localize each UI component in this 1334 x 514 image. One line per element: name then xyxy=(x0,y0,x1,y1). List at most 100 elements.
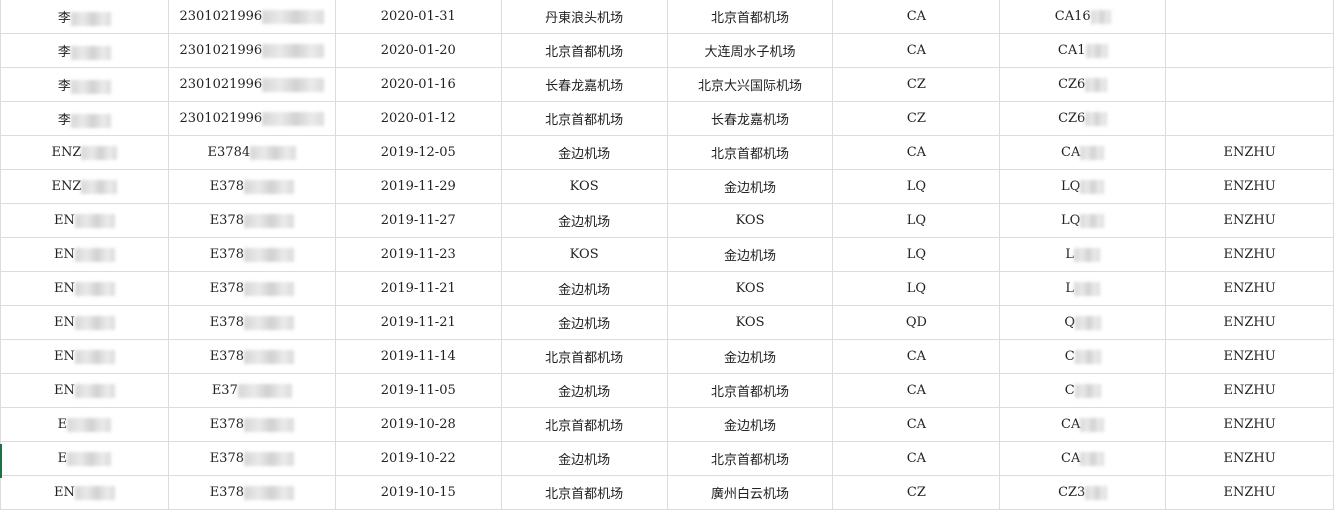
cell-name[interactable]: EN xyxy=(0,339,169,374)
cell-flight-number[interactable]: L xyxy=(999,271,1167,306)
cell-arrival-airport[interactable]: 金边机场 xyxy=(666,237,834,272)
cell-departure-airport[interactable]: 北京首都机场 xyxy=(500,339,668,374)
cell-id-number[interactable]: E378 xyxy=(167,305,336,340)
cell-date[interactable]: 2019-10-15 xyxy=(334,475,502,510)
cell-passenger[interactable]: ENZHU xyxy=(1165,135,1334,170)
cell-date[interactable]: 2020-01-31 xyxy=(334,0,502,34)
cell-date[interactable]: 2019-11-21 xyxy=(334,271,502,306)
cell-id-number[interactable]: E378 xyxy=(167,203,336,238)
cell-departure-airport[interactable]: KOS xyxy=(500,237,668,272)
cell-departure-airport[interactable]: 北京首都机场 xyxy=(500,101,668,136)
cell-flight-number[interactable]: CA xyxy=(999,407,1167,442)
cell-flight-number[interactable]: CA xyxy=(999,441,1167,476)
cell-passenger[interactable]: ENZHU xyxy=(1165,169,1334,204)
cell-passenger[interactable] xyxy=(1165,101,1334,136)
cell-id-number[interactable]: E378 xyxy=(167,271,336,306)
cell-date[interactable]: 2020-01-12 xyxy=(334,101,502,136)
cell-name[interactable]: EN xyxy=(0,271,169,306)
cell-passenger[interactable] xyxy=(1165,0,1334,34)
cell-id-number[interactable]: 2301021996 xyxy=(167,33,336,68)
cell-flight-number[interactable]: LQ xyxy=(999,203,1167,238)
cell-airline[interactable]: CA xyxy=(832,441,1001,476)
cell-name[interactable]: ENZ xyxy=(0,135,169,170)
cell-departure-airport[interactable]: 丹東浪头机场 xyxy=(500,0,668,34)
cell-date[interactable]: 2019-10-28 xyxy=(334,407,502,442)
cell-id-number[interactable]: E378 xyxy=(167,339,336,374)
cell-departure-airport[interactable]: 金边机场 xyxy=(500,441,668,476)
cell-id-number[interactable]: E3784 xyxy=(167,135,336,170)
cell-departure-airport[interactable]: 北京首都机场 xyxy=(500,475,668,510)
cell-flight-number[interactable]: L xyxy=(999,237,1167,272)
cell-flight-number[interactable]: CZ3 xyxy=(999,475,1167,510)
cell-departure-airport[interactable]: 北京首都机场 xyxy=(500,33,668,68)
cell-airline[interactable]: CA xyxy=(832,339,1001,374)
cell-flight-number[interactable]: CA xyxy=(999,135,1167,170)
cell-departure-airport[interactable]: KOS xyxy=(500,169,668,204)
cell-passenger[interactable] xyxy=(1165,67,1334,102)
cell-departure-airport[interactable]: 金边机场 xyxy=(500,305,668,340)
cell-departure-airport[interactable]: 北京首都机场 xyxy=(500,407,668,442)
cell-airline[interactable]: CZ xyxy=(832,101,1001,136)
cell-date[interactable]: 2019-12-05 xyxy=(334,135,502,170)
cell-departure-airport[interactable]: 金边机场 xyxy=(500,203,668,238)
cell-arrival-airport[interactable]: 北京首都机场 xyxy=(666,0,834,34)
cell-id-number[interactable]: E378 xyxy=(167,237,336,272)
cell-date[interactable]: 2019-11-14 xyxy=(334,339,502,374)
cell-flight-number[interactable]: CZ6 xyxy=(999,101,1167,136)
cell-airline[interactable]: LQ xyxy=(832,271,1001,306)
cell-date[interactable]: 2019-11-27 xyxy=(334,203,502,238)
cell-airline[interactable]: LQ xyxy=(832,237,1001,272)
cell-airline[interactable]: CA xyxy=(832,0,1001,34)
cell-date[interactable]: 2019-10-22 xyxy=(334,441,502,476)
cell-date[interactable]: 2020-01-16 xyxy=(334,67,502,102)
cell-arrival-airport[interactable]: 廣州白云机场 xyxy=(666,475,834,510)
cell-name[interactable]: EN xyxy=(0,237,169,272)
cell-airline[interactable]: LQ xyxy=(832,169,1001,204)
cell-flight-number[interactable]: CA16 xyxy=(999,0,1167,34)
cell-passenger[interactable]: ENZHU xyxy=(1165,441,1334,476)
cell-airline[interactable]: CA xyxy=(832,135,1001,170)
cell-date[interactable]: 2019-11-21 xyxy=(334,305,502,340)
cell-id-number[interactable]: E378 xyxy=(167,169,336,204)
cell-passenger[interactable] xyxy=(1165,33,1334,68)
cell-name[interactable]: E xyxy=(0,441,169,476)
cell-arrival-airport[interactable]: 金边机场 xyxy=(666,339,834,374)
cell-id-number[interactable]: E37 xyxy=(167,373,336,408)
cell-passenger[interactable]: ENZHU xyxy=(1165,237,1334,272)
cell-name[interactable]: EN xyxy=(0,373,169,408)
cell-date[interactable]: 2020-01-20 xyxy=(334,33,502,68)
cell-airline[interactable]: CZ xyxy=(832,475,1001,510)
cell-flight-number[interactable]: LQ xyxy=(999,169,1167,204)
cell-date[interactable]: 2019-11-05 xyxy=(334,373,502,408)
cell-departure-airport[interactable]: 金边机场 xyxy=(500,271,668,306)
cell-id-number[interactable]: E378 xyxy=(167,407,336,442)
cell-flight-number[interactable]: C xyxy=(999,339,1167,374)
cell-passenger[interactable]: ENZHU xyxy=(1165,407,1334,442)
cell-arrival-airport[interactable]: 北京首都机场 xyxy=(666,441,834,476)
cell-arrival-airport[interactable]: 北京首都机场 xyxy=(666,135,834,170)
cell-arrival-airport[interactable]: 大连周水子机场 xyxy=(666,33,834,68)
cell-flight-number[interactable]: Q xyxy=(999,305,1167,340)
cell-airline[interactable]: CZ xyxy=(832,67,1001,102)
cell-passenger[interactable]: ENZHU xyxy=(1165,305,1334,340)
cell-airline[interactable]: QD xyxy=(832,305,1001,340)
cell-airline[interactable]: LQ xyxy=(832,203,1001,238)
cell-arrival-airport[interactable]: 北京首都机场 xyxy=(666,373,834,408)
cell-date[interactable]: 2019-11-23 xyxy=(334,237,502,272)
cell-id-number[interactable]: 2301021996 xyxy=(167,0,336,34)
cell-passenger[interactable]: ENZHU xyxy=(1165,271,1334,306)
cell-flight-number[interactable]: CZ6 xyxy=(999,67,1167,102)
cell-departure-airport[interactable]: 金边机场 xyxy=(500,373,668,408)
cell-name[interactable]: 李 xyxy=(0,0,169,34)
cell-arrival-airport[interactable]: 北京大兴国际机场 xyxy=(666,67,834,102)
cell-airline[interactable]: CA xyxy=(832,407,1001,442)
cell-arrival-airport[interactable]: KOS xyxy=(666,271,834,306)
cell-name[interactable]: 李 xyxy=(0,67,169,102)
cell-name[interactable]: 李 xyxy=(0,101,169,136)
cell-date[interactable]: 2019-11-29 xyxy=(334,169,502,204)
cell-name[interactable]: 李 xyxy=(0,33,169,68)
cell-id-number[interactable]: 2301021996 xyxy=(167,67,336,102)
cell-name[interactable]: EN xyxy=(0,475,169,510)
cell-name[interactable]: E xyxy=(0,407,169,442)
cell-passenger[interactable]: ENZHU xyxy=(1165,373,1334,408)
